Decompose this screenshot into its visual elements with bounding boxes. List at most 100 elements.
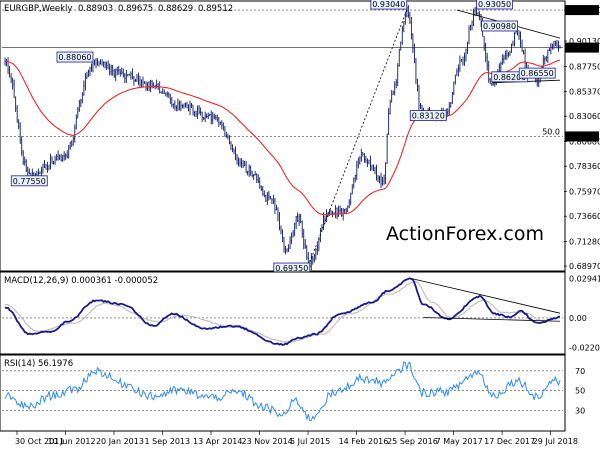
ohlc-bar xyxy=(95,58,97,69)
ohlc-bar xyxy=(127,73,129,77)
ohlc-bar xyxy=(107,60,109,70)
annotation-value: 0.88060 xyxy=(58,53,91,62)
ohlc-bar xyxy=(43,160,45,169)
ohlc-bar xyxy=(292,229,294,238)
ohlc-bar xyxy=(491,83,493,86)
ohlc-bar xyxy=(310,252,312,271)
ohlc-bar xyxy=(151,79,153,89)
ohlc-bar xyxy=(521,39,523,52)
annotation-value: 0.86550 xyxy=(521,69,554,78)
ohlc-bar xyxy=(233,148,235,155)
rsi-header: RSI(14) 56.1976 xyxy=(4,359,73,369)
ohlc-bar xyxy=(545,55,547,62)
ohlc-bar xyxy=(192,104,194,116)
ohlc-bar xyxy=(312,255,314,265)
ohlc-bar xyxy=(409,11,411,24)
ohlc-bar xyxy=(448,101,450,116)
ohlc-bar xyxy=(353,177,355,189)
ohlc-bar xyxy=(22,150,24,165)
ohlc-bar xyxy=(391,90,393,103)
ohlc-bar xyxy=(504,50,506,60)
ohlc-bar xyxy=(175,105,177,112)
ohlc-bar xyxy=(257,174,259,184)
ohlc-bar xyxy=(230,140,232,151)
ohlc-bar xyxy=(218,116,220,127)
ohlc-bar xyxy=(130,71,132,80)
ohlc-bar xyxy=(109,63,111,76)
ohlc-bar xyxy=(125,69,127,83)
ohlc-bar xyxy=(488,60,490,83)
ohlc-bar xyxy=(186,101,188,109)
ohlc-bar xyxy=(7,57,9,74)
ohlc-bar xyxy=(360,148,362,162)
ohlc-bar xyxy=(56,154,58,161)
symbol-title: EURGBP,Weekly xyxy=(4,4,72,14)
rsi-line xyxy=(4,361,561,422)
ohlc-bar xyxy=(72,135,74,146)
ohlc-bar xyxy=(136,74,138,83)
annotation-box xyxy=(370,0,408,10)
annotation-box xyxy=(10,175,48,187)
ohlc-bar xyxy=(153,82,155,89)
ohlc-bar xyxy=(369,155,371,171)
ohlc-bar xyxy=(169,93,171,104)
ohlc-bar xyxy=(278,212,280,231)
ohlc-bar xyxy=(388,108,390,135)
price-axis-label: 0.78360 xyxy=(569,162,600,171)
ohlc-bar xyxy=(215,114,217,121)
current-price-tag: 0.89512 xyxy=(565,42,599,53)
ohlc-bar xyxy=(466,41,469,54)
ohlc-bar xyxy=(383,174,385,185)
ohlc-bar xyxy=(100,59,102,65)
ohlc-bar xyxy=(224,126,226,137)
ohlc-bar xyxy=(253,174,255,181)
time-axis-label: 23 Nov 2014 xyxy=(242,437,293,446)
ohlc-bar xyxy=(9,65,11,78)
price-axis-label: 0.71280 xyxy=(569,237,600,246)
time-axis-label: 25 Sep 2016 xyxy=(387,437,438,446)
ohlc-bar xyxy=(118,65,120,75)
ohlc-bar xyxy=(419,103,422,109)
ohlc-bar xyxy=(39,171,41,175)
ohlc-bar xyxy=(339,205,341,214)
ohlc-bar xyxy=(395,79,397,89)
ohlc-bar xyxy=(377,175,379,182)
fib-level-label: 50.0 xyxy=(542,127,560,136)
ohlc-bar xyxy=(392,90,394,95)
ohlc-bar xyxy=(133,75,135,86)
ohlc-bar xyxy=(78,99,80,112)
ohlc-bar xyxy=(180,100,182,111)
ohlc-bar xyxy=(6,58,8,67)
ohlc-bar xyxy=(104,61,106,69)
ohlc-bar xyxy=(380,172,382,188)
ohlc-high: 0.89675 xyxy=(118,4,153,14)
time-axis-label: 17 Dec 2017 xyxy=(484,437,535,446)
ohlc-bar xyxy=(53,160,55,165)
ohlc-bar xyxy=(25,159,27,173)
price-annotation: 0.88060 xyxy=(56,51,94,63)
ohlc-bar xyxy=(42,163,44,174)
annotation-value: 0.90980 xyxy=(483,22,516,31)
ohlc-bar xyxy=(139,75,141,89)
ohlc-bar xyxy=(362,152,364,157)
ohlc-bar xyxy=(325,209,328,223)
macd-panel: MACD(12,26,9) 0.000361 -0.000052 0.02941… xyxy=(0,271,600,355)
ohlc-bar xyxy=(96,58,99,66)
ohlc-bar xyxy=(415,57,417,85)
ohlc-bar xyxy=(142,76,144,87)
ohlc-bar xyxy=(550,43,552,55)
annotation-box xyxy=(476,0,513,10)
price-axis-label: 0.83060 xyxy=(569,112,600,121)
ohlc-bar xyxy=(98,60,100,67)
ohlc-bar xyxy=(465,48,467,62)
ohlc-bar xyxy=(347,205,349,212)
ohlc-bar xyxy=(363,153,365,163)
ohlc-bar xyxy=(198,104,200,115)
ohlc-bar xyxy=(101,59,103,66)
ohlc-bar xyxy=(459,55,461,72)
ohlc-bar xyxy=(247,170,249,176)
ohlc-bar xyxy=(341,207,343,217)
ohlc-bar xyxy=(172,103,174,109)
ohlc-bar xyxy=(51,156,53,165)
